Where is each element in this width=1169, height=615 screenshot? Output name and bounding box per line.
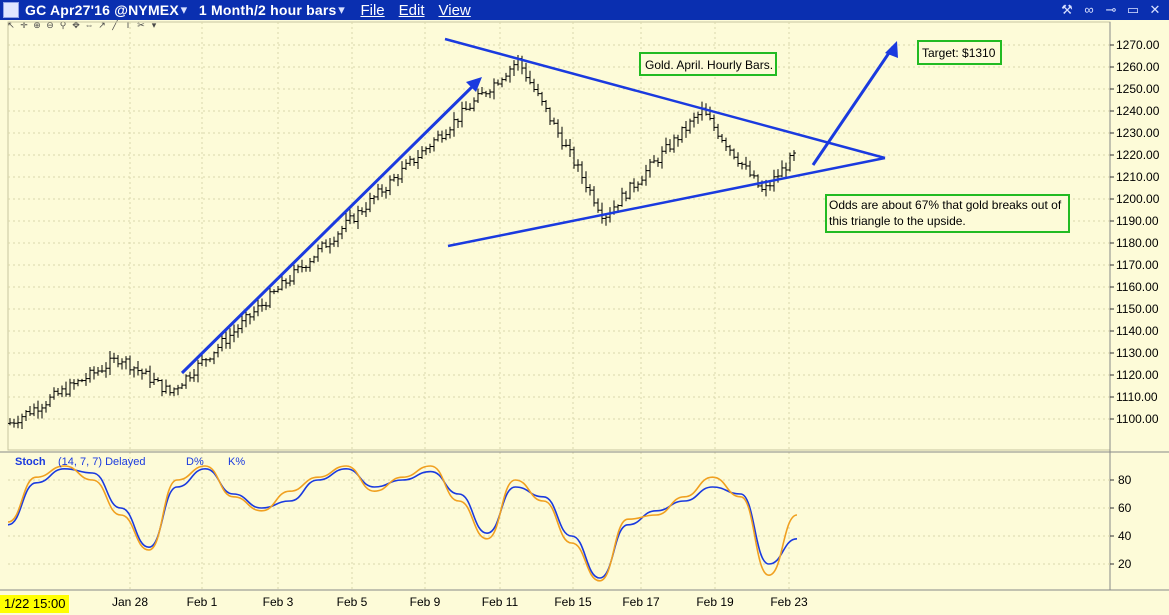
stoch-legend-d-label: D% xyxy=(186,456,204,468)
stoch-tick-label: 60 xyxy=(1118,501,1132,515)
timeframe-selector[interactable]: 1 Month/2 hour bars xyxy=(198,2,337,18)
price-tick-label: 1100.00 xyxy=(1116,412,1159,426)
crosshair-icon[interactable]: ✛ xyxy=(20,20,28,30)
time-tick-label: Feb 19 xyxy=(696,595,734,609)
triangle-lower-trendline xyxy=(447,156,886,248)
time-tick-label: Feb 11 xyxy=(482,595,519,609)
triangle-upper-trendline xyxy=(444,37,886,160)
chevron-down-icon[interactable]: ▾ xyxy=(338,2,345,17)
annotation-title-box xyxy=(639,52,777,76)
annotation-target-box xyxy=(917,40,1002,65)
price-tick-label: 1250.00 xyxy=(1116,82,1160,96)
price-tick-label: 1220.00 xyxy=(1116,148,1160,162)
delete-icon[interactable]: ✂ xyxy=(137,20,145,30)
zoom-icon[interactable]: ⚲ xyxy=(59,20,67,30)
wrench-icon[interactable]: ⚒ xyxy=(1061,2,1073,17)
cursor-icon[interactable]: ↖ xyxy=(7,20,15,30)
breakout-arrow-line xyxy=(811,46,895,166)
arrow-icon[interactable]: ↗ xyxy=(98,20,106,30)
text-icon[interactable]: T xyxy=(125,20,131,30)
time-tick-label: Feb 23 xyxy=(770,595,808,609)
line-icon[interactable]: ╱ xyxy=(112,20,118,30)
menu-view[interactable]: View xyxy=(438,1,471,19)
toggle-icon[interactable]: ⊸ xyxy=(1105,2,1117,17)
price-tick-label: 1160.00 xyxy=(1116,280,1159,294)
menu-edit[interactable]: Edit xyxy=(398,1,425,19)
annotation-odds-line1: Odds are about 67% that gold breaks out … xyxy=(829,198,1062,212)
close-icon[interactable]: ✕ xyxy=(1149,2,1161,17)
pan-icon[interactable]: ✥ xyxy=(72,20,80,30)
time-tick-label: Feb 17 xyxy=(622,595,660,609)
price-tick-label: 1140.00 xyxy=(1116,324,1159,338)
price-tick-label: 1270.00 xyxy=(1116,38,1160,52)
annotation-target-text: Target: $1310 xyxy=(922,46,996,60)
stoch-tick-label: 80 xyxy=(1118,473,1132,487)
rally-arrow-line xyxy=(180,79,480,375)
menu-file[interactable]: File xyxy=(360,1,385,19)
minimize-icon[interactable]: ▭ xyxy=(1126,2,1140,17)
price-tick-label: 1200.00 xyxy=(1116,192,1160,206)
price-tick-label: 1190.00 xyxy=(1116,214,1159,228)
chevron-down-icon[interactable]: ▾ xyxy=(180,2,188,17)
price-tick-label: 1230.00 xyxy=(1116,126,1160,140)
move-icon[interactable]: ⇔ xyxy=(84,20,94,30)
time-tick-label: Feb 3 xyxy=(263,595,294,609)
price-tick-label: 1120.00 xyxy=(1116,368,1159,382)
price-tick-label: 1240.00 xyxy=(1116,104,1160,118)
stoch-tick-label: 40 xyxy=(1118,529,1132,543)
stoch-d-line xyxy=(7,467,798,579)
breakout-arrow-head xyxy=(885,41,898,58)
start-date-label: 1/22 15:00 xyxy=(0,595,70,613)
zoom-in-icon[interactable]: ⊕ xyxy=(33,20,41,30)
menu-icon[interactable]: ▾ xyxy=(151,20,157,30)
price-tick-label: 1180.00 xyxy=(1116,236,1159,250)
chart-toolbar: ↖ ✛ ⊕ ⊖ ⚲ ✥ ⇔ ↗ ╱ T ✂ ▾ xyxy=(6,20,159,32)
stoch-legend-k-label: K% xyxy=(228,456,245,468)
annotation-title-text: Gold. April. Hourly Bars. xyxy=(645,58,773,72)
annotation-odds-line2: this triangle to the upside. xyxy=(829,214,966,228)
time-tick-label: Jan 28 xyxy=(112,595,148,609)
title-bar: GC Apr27'16 @NYMEX ▾ 1 Month/2 hour bars… xyxy=(0,0,1169,20)
symbol-title[interactable]: GC Apr27'16 @NYMEX xyxy=(25,2,179,18)
price-tick-label: 1150.00 xyxy=(1116,302,1159,316)
time-tick-label: Feb 5 xyxy=(337,595,368,609)
price-tick-label: 1130.00 xyxy=(1116,346,1159,360)
price-tick-label: 1260.00 xyxy=(1116,60,1160,74)
link-icon[interactable]: ∞ xyxy=(1084,2,1094,17)
stoch-legend-params: (14, 7, 7) Delayed xyxy=(58,456,145,468)
annotation-odds-box xyxy=(825,194,1070,233)
price-tick-label: 1110.00 xyxy=(1116,390,1158,404)
price-tick-label: 1210.00 xyxy=(1116,170,1160,184)
time-tick-label: Feb 1 xyxy=(187,595,218,609)
time-tick-label: Feb 9 xyxy=(410,595,441,609)
rally-arrow-head xyxy=(466,77,482,92)
chart-app-icon xyxy=(3,2,19,18)
time-tick-label: Feb 15 xyxy=(554,595,592,609)
stoch-legend-name: Stoch xyxy=(15,456,46,468)
price-tick-label: 1170.00 xyxy=(1116,258,1159,272)
zoom-out-icon[interactable]: ⊖ xyxy=(46,20,54,30)
stoch-tick-label: 20 xyxy=(1118,557,1132,571)
stoch-k-line xyxy=(7,465,798,582)
